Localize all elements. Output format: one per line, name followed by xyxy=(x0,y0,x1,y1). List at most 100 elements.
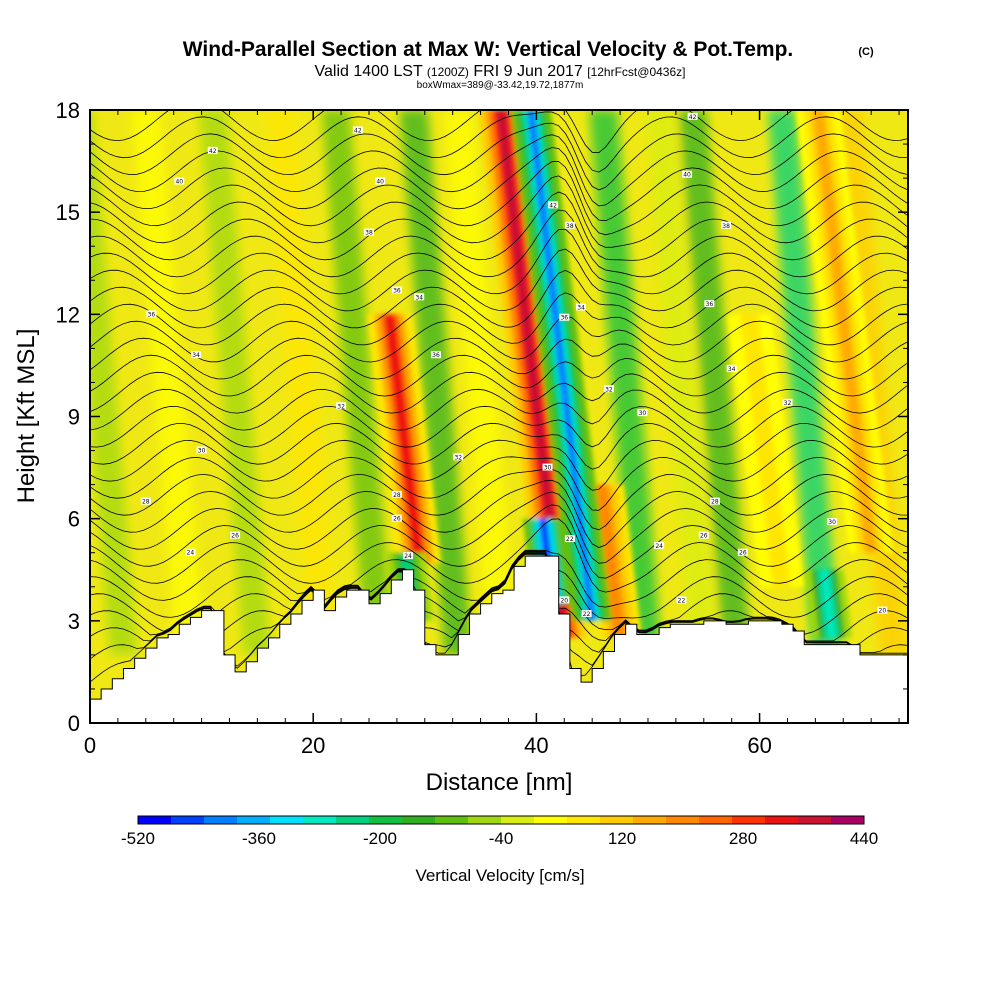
svg-text:22: 22 xyxy=(566,536,574,543)
chart-subtitle: Valid 1400 LST (1200Z) FRI 9 Jun 2017 [1… xyxy=(315,63,686,80)
theta-contour-label: 30 xyxy=(196,446,207,455)
theta-contour-label: 36 xyxy=(704,300,715,308)
svg-text:24: 24 xyxy=(187,550,195,557)
svg-text:32: 32 xyxy=(784,400,792,407)
theta-contour-label: 40 xyxy=(174,177,185,186)
theta-contour-label: 32 xyxy=(336,402,347,410)
theta-contour-label: 28 xyxy=(391,490,402,499)
y-axis-label: Height [Kft MSL] xyxy=(13,329,40,504)
theta-contour-line xyxy=(90,422,908,470)
svg-text:36: 36 xyxy=(706,301,714,308)
svg-text:30: 30 xyxy=(198,448,206,455)
svg-text:22: 22 xyxy=(583,611,591,618)
svg-text:36: 36 xyxy=(432,352,440,359)
theta-contour-label: 36 xyxy=(430,351,441,359)
colorbar-label: Vertical Velocity [cm/s] xyxy=(415,866,584,885)
theta-contour-label: 40 xyxy=(375,177,386,186)
velocity-stripe xyxy=(321,110,395,655)
x-tick-label: 60 xyxy=(747,733,771,758)
colorbar: -520 -360 -200 -40 120 280 440 xyxy=(121,815,878,848)
chart-title: Wind-Parallel Section at Max W: Vertical… xyxy=(183,38,794,61)
svg-text:24: 24 xyxy=(655,543,663,550)
colorbar-swatch xyxy=(567,816,601,824)
updraft-band xyxy=(495,110,570,638)
theta-contour-label: 26 xyxy=(230,531,241,540)
svg-text:38: 38 xyxy=(365,230,373,237)
theta-contour-line xyxy=(90,248,908,312)
svg-text:34: 34 xyxy=(728,366,736,373)
theta-contour-label: 32 xyxy=(603,385,614,393)
colorbar-swatch xyxy=(369,816,403,824)
theta-contour-line xyxy=(90,491,908,564)
svg-text:30: 30 xyxy=(639,410,647,417)
theta-contour-label: 42 xyxy=(352,126,363,134)
y-tick-label: 15 xyxy=(56,200,80,225)
theta-contour-line xyxy=(90,504,908,579)
colorbar-swatch xyxy=(765,816,799,824)
colorbar-tick-label: 120 xyxy=(608,829,636,848)
colorbar-tick-label: -520 xyxy=(121,829,155,848)
velocity-stripe xyxy=(131,110,205,655)
colorbar-tick-label: 440 xyxy=(850,829,878,848)
theta-contour-label: 24 xyxy=(403,552,414,560)
theta-contour-label: 42 xyxy=(548,201,559,209)
colorbar-swatch xyxy=(435,816,469,824)
theta-contour-label: 36 xyxy=(391,286,402,294)
theta-contour-label: 36 xyxy=(559,313,570,322)
theta-contour-label: 32 xyxy=(782,398,793,407)
x-tick-label: 0 xyxy=(84,733,96,758)
theta-contour-label: 42 xyxy=(207,146,218,155)
svg-text:36: 36 xyxy=(148,311,156,318)
svg-text:42: 42 xyxy=(549,202,557,209)
theta-contour-label: 34 xyxy=(191,351,202,359)
theta-contour-label: 34 xyxy=(576,303,587,312)
colorbar-swatch xyxy=(666,816,700,824)
svg-text:36: 36 xyxy=(560,315,568,322)
downdraft-band xyxy=(526,110,597,621)
svg-text:34: 34 xyxy=(192,352,200,359)
svg-text:32: 32 xyxy=(454,454,462,461)
theta-contour-label: 30 xyxy=(637,409,648,417)
theta-contour-line xyxy=(90,371,908,414)
colorbar-tick-label: -360 xyxy=(242,829,276,848)
theta-contour-label: 36 xyxy=(146,310,157,318)
colorbar-tick-label: -40 xyxy=(489,829,514,848)
theta-contour-line xyxy=(90,468,907,531)
theta-contour-label: 30 xyxy=(542,463,553,472)
x-tick-label: 20 xyxy=(301,733,325,758)
svg-text:20: 20 xyxy=(879,608,887,615)
theta-contour-label: 20 xyxy=(559,596,570,604)
colorbar-tick-label: -200 xyxy=(363,829,397,848)
theta-contour-label: 40 xyxy=(682,170,693,179)
svg-text:34: 34 xyxy=(577,305,585,312)
theta-contour-label: 22 xyxy=(564,535,575,543)
colorbar-swatch xyxy=(600,816,634,824)
theta-contour-line xyxy=(90,518,908,593)
theta-contour-line xyxy=(90,456,907,511)
svg-text:28: 28 xyxy=(711,499,719,506)
theta-contour-line xyxy=(90,550,908,620)
colorbar-swatch xyxy=(204,816,238,824)
theta-contour-labels: 42 40 42 40 38 36 36 34 34 32 30 28 24 26 32 36 42 38 36 34… xyxy=(140,112,888,618)
downdraft-band xyxy=(819,569,837,638)
velocity-stripe xyxy=(444,110,517,655)
theta-contour-line xyxy=(90,549,908,608)
subtitle-date: FRI 9 Jun 2017 xyxy=(473,63,583,80)
velocity-stripe xyxy=(198,110,272,655)
colorbar-tick-label: 280 xyxy=(729,829,757,848)
updraft-band xyxy=(384,314,425,563)
theta-contour-line xyxy=(90,551,908,635)
chart-subtitle-box: boxWmax=389@-33.42,19.72,1877m xyxy=(417,80,584,91)
svg-text:42: 42 xyxy=(209,148,217,155)
svg-text:32: 32 xyxy=(337,403,345,410)
theta-contour-label: 32 xyxy=(453,453,464,461)
velocity-stripe xyxy=(645,110,718,655)
svg-text:42: 42 xyxy=(354,127,362,134)
theta-contour-label: 20 xyxy=(877,606,888,615)
colorbar-swatch xyxy=(633,816,667,824)
colorbar-swatch xyxy=(138,816,172,824)
theta-contour-line xyxy=(90,122,907,191)
svg-text:42: 42 xyxy=(689,114,697,121)
